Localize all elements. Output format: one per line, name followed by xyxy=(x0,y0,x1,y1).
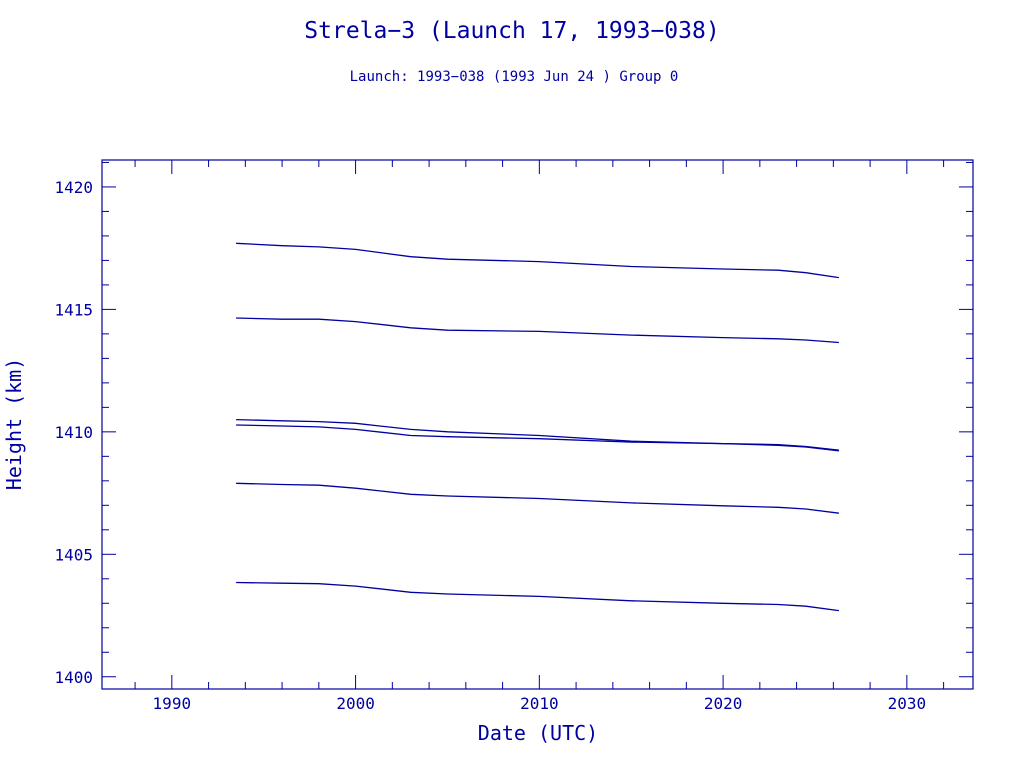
series-line-1 xyxy=(236,242,839,279)
series-line-3 xyxy=(236,418,839,451)
x-tick-label: 2030 xyxy=(888,694,927,713)
chart-subtitle: Launch: 1993−038 (1993 Jun 24 ) Group 0 xyxy=(350,69,679,85)
y-tick-label: 1420 xyxy=(54,178,93,197)
x-tick-label: 2000 xyxy=(336,694,375,713)
x-axis-tick-labels: 1990 2000 2010 2020 2030 xyxy=(153,694,927,713)
y-axis-ticks xyxy=(102,161,973,678)
y-tick-label: 1415 xyxy=(54,300,93,319)
x-tick-label: 2010 xyxy=(520,694,559,713)
y-tick-label: 1405 xyxy=(54,545,93,564)
y-tick-label: 1400 xyxy=(54,668,93,687)
x-tick-label: 1990 xyxy=(153,694,192,713)
y-tick-label: 1410 xyxy=(54,423,93,442)
plot-frame xyxy=(101,159,974,690)
series-line-4 xyxy=(236,424,839,452)
chart-title: Strela−3 (Launch 17, 1993−038) xyxy=(304,18,719,44)
x-axis-label: Date (UTC) xyxy=(478,721,598,745)
series-lines xyxy=(236,242,839,612)
y-axis-tick-labels: 1400 1405 1410 1415 1420 xyxy=(54,178,93,687)
series-line-6 xyxy=(236,581,839,612)
y-axis-label: Height (km) xyxy=(2,358,26,490)
x-tick-label: 2020 xyxy=(704,694,743,713)
series-line-5 xyxy=(236,482,839,514)
x-axis-ticks xyxy=(134,160,945,689)
series-line-2 xyxy=(236,317,839,344)
